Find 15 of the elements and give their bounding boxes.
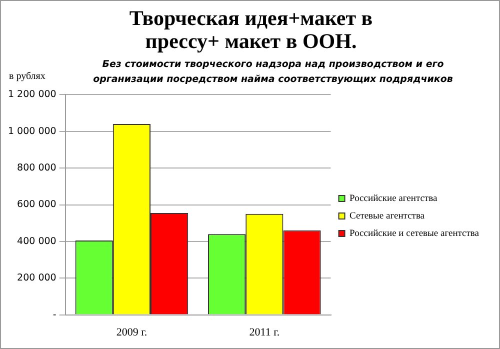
y-tick-label: 400 000 bbox=[17, 236, 56, 247]
legend-label: Сетевые агентства bbox=[350, 212, 426, 222]
x-tick-label: 2011 г. bbox=[249, 326, 280, 338]
legend-label: Российские агентства bbox=[350, 194, 438, 204]
chart-subtitle: Без стоимости творческого надзора над производством и его организации посредством найма соответствующих подрядчиков bbox=[92, 58, 454, 87]
y-tick-label: 1 000 000 bbox=[8, 126, 56, 137]
y-tick-label: - bbox=[52, 309, 56, 320]
y-tick-label: 800 000 bbox=[17, 162, 56, 174]
legend-label: Российские и сетевые агентства bbox=[350, 229, 480, 239]
x-tick-label: 2009 г. bbox=[116, 326, 148, 338]
chart-title: Творческая идея+макет в прессу+ макет в ООН. bbox=[128, 6, 374, 53]
y-axis-title: в рублях bbox=[9, 71, 46, 82]
y-tick-label: 200 000 bbox=[17, 272, 56, 284]
y-tick-label: 600 000 bbox=[17, 199, 56, 210]
y-tick-label: 1 200 000 bbox=[8, 89, 56, 100]
